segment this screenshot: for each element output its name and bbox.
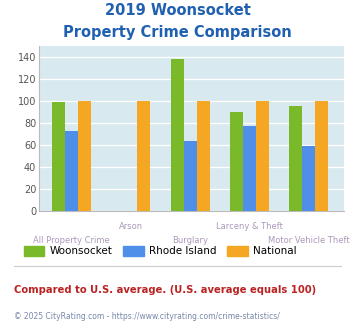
Bar xyxy=(256,101,269,211)
Bar xyxy=(184,141,197,211)
Text: Compared to U.S. average. (U.S. average equals 100): Compared to U.S. average. (U.S. average … xyxy=(14,285,316,295)
Bar xyxy=(315,101,328,211)
Bar xyxy=(302,146,315,211)
Bar xyxy=(171,59,184,211)
Text: Motor Vehicle Theft: Motor Vehicle Theft xyxy=(268,236,350,245)
Bar xyxy=(65,131,78,211)
Text: Property Crime Comparison: Property Crime Comparison xyxy=(63,25,292,40)
Legend: Woonsocket, Rhode Island, National: Woonsocket, Rhode Island, National xyxy=(20,242,301,260)
Text: Larceny & Theft: Larceny & Theft xyxy=(216,222,283,231)
Text: Burglary: Burglary xyxy=(172,236,208,245)
Bar xyxy=(243,126,256,211)
Text: 2019 Woonsocket: 2019 Woonsocket xyxy=(105,3,250,18)
Bar xyxy=(78,101,91,211)
Text: Arson: Arson xyxy=(119,222,143,231)
Text: © 2025 CityRating.com - https://www.cityrating.com/crime-statistics/: © 2025 CityRating.com - https://www.city… xyxy=(14,312,280,321)
Text: All Property Crime: All Property Crime xyxy=(33,236,110,245)
Bar xyxy=(137,101,151,211)
Bar xyxy=(289,106,302,211)
Bar xyxy=(52,102,65,211)
Bar xyxy=(230,112,243,211)
Bar xyxy=(197,101,210,211)
